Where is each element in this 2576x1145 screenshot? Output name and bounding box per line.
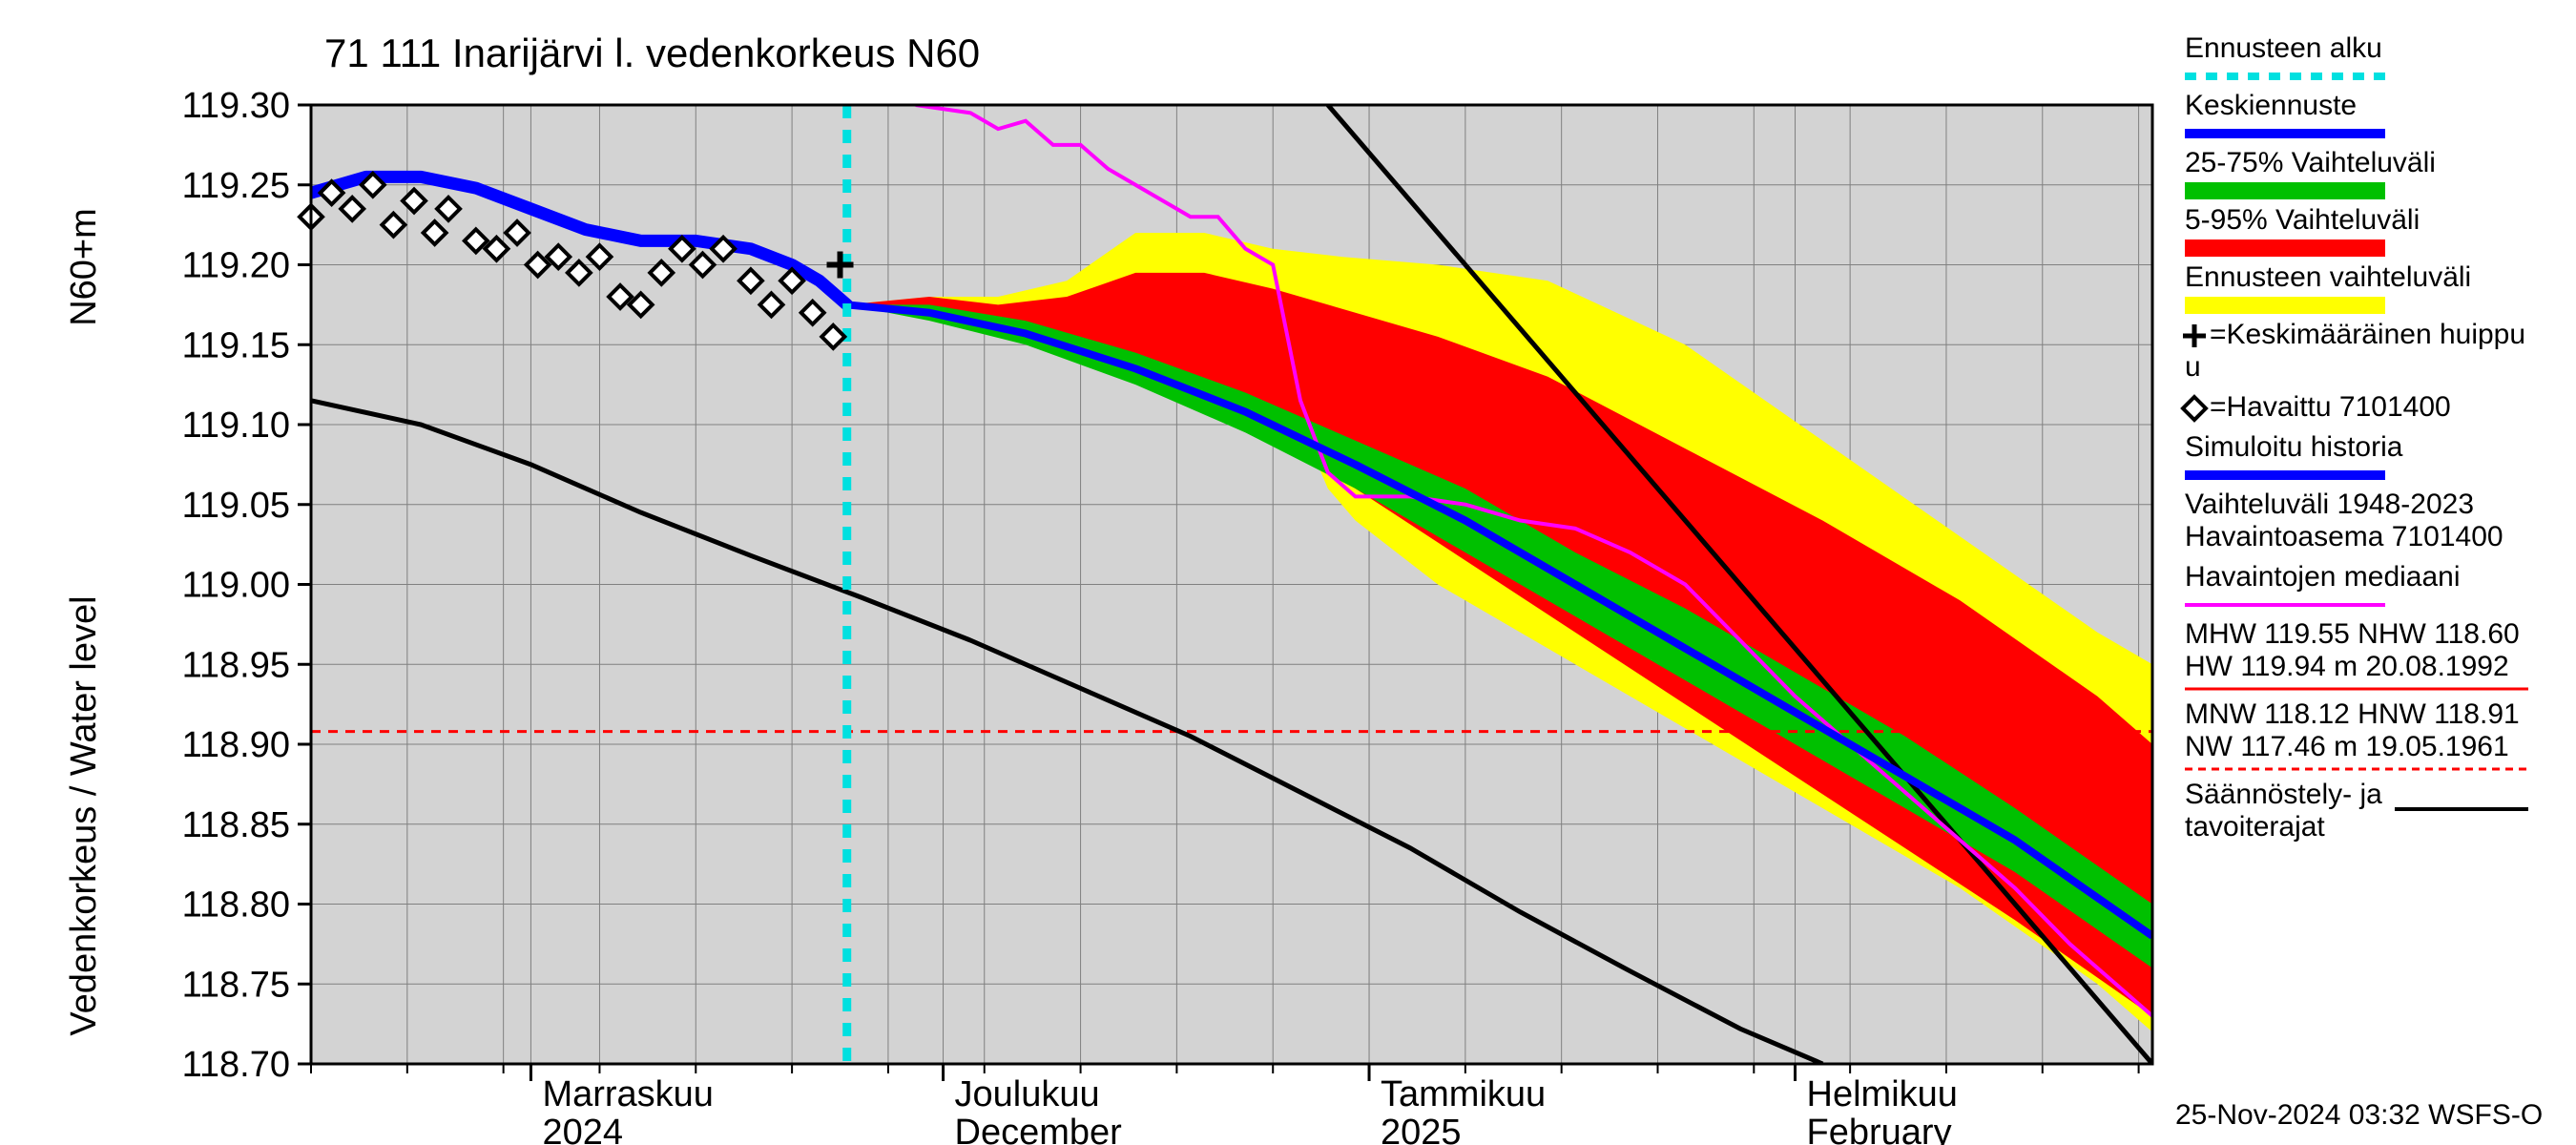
y-axis-label-bottom: Vedenkorkeus / Water level bbox=[64, 595, 104, 1035]
y-tick-label: 119.30 bbox=[182, 86, 290, 126]
x-month-label: Helmikuu bbox=[1807, 1074, 1958, 1114]
x-month-sublabel: 2024 bbox=[542, 1113, 623, 1145]
svg-text:Säännöstely- ja: Säännöstely- ja bbox=[2185, 779, 2382, 810]
svg-text:5-95% Vaihteluväli: 5-95% Vaihteluväli bbox=[2185, 204, 2420, 236]
svg-text:Ennusteen alku: Ennusteen alku bbox=[2185, 32, 2382, 64]
svg-text:Keskiennuste: Keskiennuste bbox=[2185, 90, 2357, 121]
chart-title: 71 111 Inarijärvi l. vedenkorkeus N60 bbox=[324, 31, 980, 75]
x-month-label: Joulukuu bbox=[955, 1074, 1100, 1114]
y-tick-label: 119.10 bbox=[182, 406, 290, 446]
y-tick-label: 118.80 bbox=[182, 885, 290, 926]
x-month-sublabel: February bbox=[1807, 1113, 1952, 1145]
svg-text:Vedenkorkeus / Water level: Vedenkorkeus / Water level bbox=[64, 595, 104, 1035]
y-tick-label: 118.95 bbox=[182, 645, 290, 685]
svg-text:25-75% Vaihteluväli: 25-75% Vaihteluväli bbox=[2185, 147, 2436, 178]
x-month-sublabel: December bbox=[955, 1113, 1123, 1145]
svg-text:HW 119.94 m 20.08.1992: HW 119.94 m 20.08.1992 bbox=[2185, 651, 2509, 682]
svg-text:=Havaittu 7101400: =Havaittu 7101400 bbox=[2210, 391, 2451, 423]
x-month-sublabel: 2025 bbox=[1381, 1113, 1462, 1145]
y-tick-label: 118.90 bbox=[182, 725, 290, 765]
y-tick-label: 118.75 bbox=[182, 965, 290, 1005]
svg-text:N60+m: N60+m bbox=[64, 208, 104, 326]
y-tick-label: 119.00 bbox=[182, 566, 290, 606]
svg-text:Havaintoasema 7101400: Havaintoasema 7101400 bbox=[2185, 521, 2503, 552]
svg-text:NW 117.46 m 19.05.1961: NW 117.46 m 19.05.1961 bbox=[2185, 731, 2509, 762]
y-tick-label: 119.15 bbox=[182, 325, 290, 365]
y-axis-label-top: N60+m bbox=[64, 208, 104, 326]
svg-text:MHW 119.55 NHW 118.60: MHW 119.55 NHW 118.60 bbox=[2185, 618, 2520, 650]
svg-text:Vaihteluväli 1948-2023: Vaihteluväli 1948-2023 bbox=[2185, 489, 2474, 520]
x-month-label: Tammikuu bbox=[1381, 1074, 1546, 1114]
y-tick-label: 119.20 bbox=[182, 246, 290, 286]
x-month-label: Marraskuu bbox=[542, 1074, 714, 1114]
svg-text:tavoiterajat: tavoiterajat bbox=[2185, 811, 2325, 843]
svg-text:MNW 118.12 HNW 118.91: MNW 118.12 HNW 118.91 bbox=[2185, 698, 2520, 730]
footer-timestamp: 25-Nov-2024 03:32 WSFS-O bbox=[2175, 1099, 2543, 1131]
y-tick-label: 119.25 bbox=[182, 166, 290, 206]
y-tick-label: 119.05 bbox=[182, 486, 290, 526]
svg-text:Simuloitu historia: Simuloitu historia bbox=[2185, 431, 2403, 463]
svg-text:u: u bbox=[2185, 351, 2201, 383]
svg-text:Ennusteen vaihteluväli: Ennusteen vaihteluväli bbox=[2185, 261, 2471, 293]
svg-text:=Keskimääräinen huippu: =Keskimääräinen huippu bbox=[2210, 319, 2525, 350]
y-tick-label: 118.85 bbox=[182, 805, 290, 845]
water-level-forecast-chart: 118.70 118.75 118.80 118.85 118.90 118.95 119.… bbox=[0, 0, 2576, 1145]
y-tick-label: 118.70 bbox=[182, 1045, 290, 1085]
svg-text:Havaintojen mediaani: Havaintojen mediaani bbox=[2185, 561, 2461, 593]
